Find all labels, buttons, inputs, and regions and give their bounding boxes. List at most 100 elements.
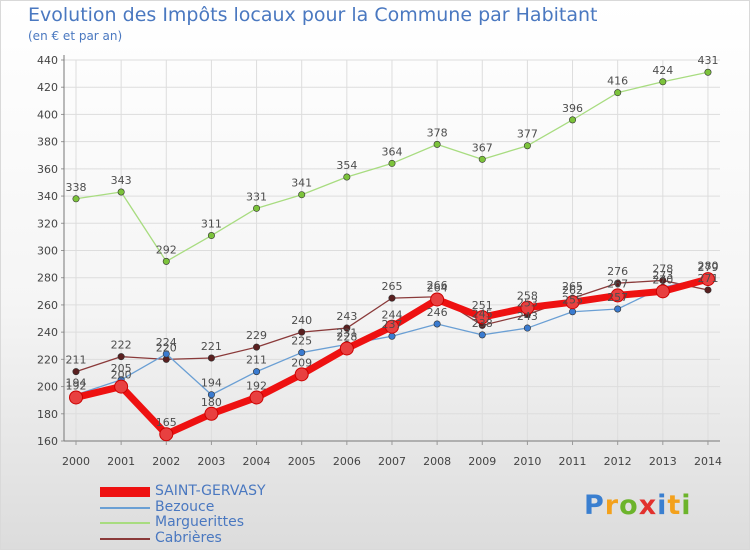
data-point: [253, 204, 261, 212]
x-tick-label: 2004: [243, 455, 271, 468]
data-point: [114, 379, 129, 394]
data-point: [253, 368, 261, 376]
y-tick-label: 180: [37, 408, 58, 421]
legend-swatch: [100, 487, 150, 497]
logo-letter: P: [584, 490, 605, 521]
data-label: 416: [607, 75, 628, 88]
data-label: 396: [562, 102, 583, 115]
data-point: [339, 341, 354, 356]
data-label: 258: [517, 290, 538, 303]
data-label: 194: [201, 377, 222, 390]
data-label: 225: [291, 335, 312, 348]
data-label: 280: [697, 260, 718, 273]
data-point: [565, 295, 580, 310]
x-tick-label: 2000: [62, 455, 90, 468]
data-point: [249, 390, 264, 405]
data-point: [117, 188, 125, 196]
data-label: 228: [336, 330, 357, 343]
legend-swatch: [100, 506, 150, 509]
y-tick-label: 360: [37, 163, 58, 176]
legend-swatch: [100, 522, 150, 524]
y-tick-label: 440: [37, 54, 58, 67]
data-label: 354: [336, 159, 357, 172]
data-label: 229: [246, 329, 267, 342]
x-tick-label: 2014: [694, 455, 722, 468]
data-point: [610, 288, 625, 303]
data-point: [207, 391, 215, 399]
data-point: [294, 367, 309, 382]
x-tick-label: 2008: [423, 455, 451, 468]
x-tick-label: 2005: [288, 455, 316, 468]
data-point: [117, 353, 125, 361]
data-label: 221: [201, 340, 222, 353]
data-label: 431: [697, 54, 718, 67]
x-tick-label: 2013: [649, 455, 677, 468]
proxiti-logo: Proxiti: [584, 490, 692, 521]
x-tick-label: 2007: [378, 455, 406, 468]
data-label: 343: [111, 174, 132, 187]
data-point: [207, 354, 215, 362]
data-point: [614, 279, 622, 287]
data-point: [384, 319, 399, 334]
data-label: 245: [472, 307, 493, 320]
data-label: 222: [111, 339, 132, 352]
data-label: 211: [246, 354, 267, 367]
data-point: [433, 140, 441, 148]
data-label: 246: [427, 306, 448, 319]
data-point: [700, 272, 715, 287]
data-point: [298, 349, 306, 357]
y-tick-label: 320: [37, 217, 58, 230]
data-point: [69, 390, 83, 405]
data-point: [475, 310, 490, 325]
data-label: 165: [156, 416, 177, 429]
legend-label: Cabrières: [155, 529, 222, 546]
data-point: [72, 195, 80, 203]
data-label: 341: [291, 177, 312, 190]
logo-letter: i: [681, 490, 692, 521]
data-label: 255: [562, 294, 583, 307]
chart-title: Evolution des Impôts locaux pour la Comm…: [28, 4, 598, 26]
logo-letter: t: [667, 490, 682, 521]
data-label: 279: [697, 261, 718, 274]
x-tick-label: 2010: [513, 455, 541, 468]
data-point: [478, 331, 486, 339]
x-tick-label: 2003: [197, 455, 225, 468]
data-point: [569, 116, 577, 124]
data-label: 237: [381, 318, 402, 331]
x-tick-label: 2002: [152, 455, 180, 468]
data-label: 253: [517, 296, 538, 309]
data-label: 200: [111, 369, 132, 382]
data-label: 276: [607, 265, 628, 278]
legend-swatch: [100, 537, 150, 540]
data-label: 231: [336, 326, 357, 339]
y-tick-label: 380: [37, 136, 58, 149]
data-point: [298, 191, 306, 199]
data-label: 278: [652, 262, 673, 275]
x-tick-label: 2006: [333, 455, 361, 468]
y-tick-label: 400: [37, 108, 58, 121]
data-label: 292: [156, 243, 177, 256]
logo-letter: x: [638, 490, 658, 521]
x-tick-label: 2001: [107, 455, 135, 468]
data-point: [159, 427, 174, 442]
data-label: 424: [652, 64, 673, 77]
data-point: [298, 328, 306, 336]
data-label: 377: [517, 128, 538, 141]
data-label: 224: [156, 336, 177, 349]
data-label: 251: [472, 299, 493, 312]
data-label: 180: [201, 396, 222, 409]
data-point: [433, 320, 441, 328]
data-point: [204, 406, 219, 421]
y-tick-label: 260: [37, 299, 58, 312]
data-point: [614, 89, 622, 97]
data-label: 270: [652, 273, 673, 286]
data-label: 338: [66, 181, 87, 194]
data-label: 364: [381, 145, 402, 158]
data-label: 209: [291, 356, 312, 369]
data-point: [343, 324, 351, 332]
data-point: [523, 142, 531, 150]
data-label: 211: [66, 354, 87, 367]
chart-subtitle: (en € et par an): [28, 29, 123, 43]
legend-label: Bezouce: [155, 498, 215, 515]
data-label: 267: [607, 277, 628, 290]
